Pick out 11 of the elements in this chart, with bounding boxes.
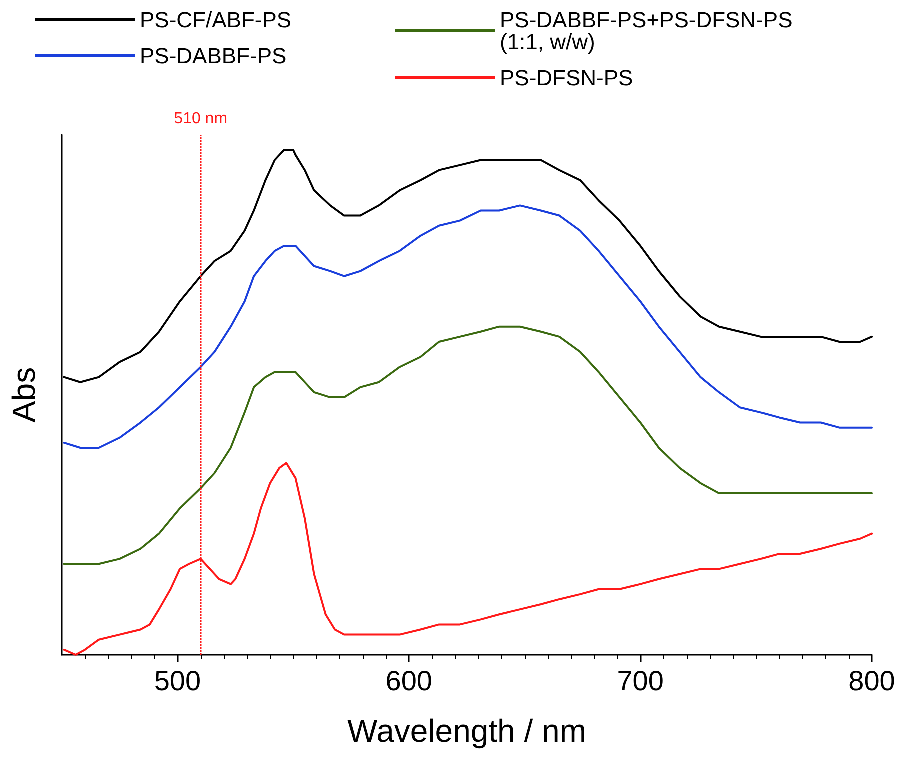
x-tick-label: 500 (154, 666, 202, 696)
x-tick-label: 700 (617, 666, 664, 696)
ref-line-label: 510 nm (174, 110, 228, 128)
legend-label: PS-DABBF-PS (140, 44, 287, 68)
x-axis-title: Wavelength / nm (348, 713, 586, 749)
x-tick-label: 600 (386, 666, 432, 696)
legend-label: PS-DABBF-PS+PS-DFSN-PS (1:1, w/w) (500, 8, 799, 54)
legend-label: PS-DFSN-PS (500, 66, 634, 90)
x-tick-label: 800 (848, 666, 896, 696)
legend-label: PS-CF/ABF-PS (140, 8, 292, 32)
y-axis-title: Abs (6, 367, 42, 423)
